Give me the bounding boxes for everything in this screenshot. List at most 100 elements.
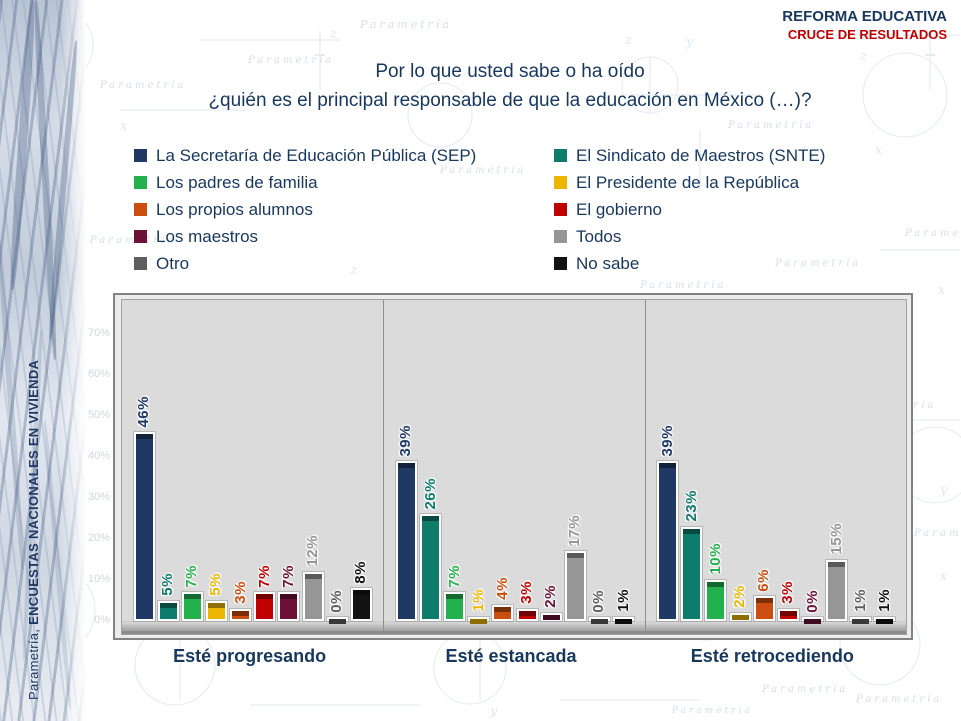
bar xyxy=(326,617,348,624)
legend-item: Otro xyxy=(134,250,476,277)
legend-label: La Secretaría de Educación Pública (SEP) xyxy=(156,145,477,165)
legend-swatch xyxy=(134,176,147,189)
bar-value-label: 8% xyxy=(352,560,370,584)
bar-top-face xyxy=(779,610,797,616)
watermark-text: Parametría xyxy=(728,120,815,131)
bar xyxy=(826,559,848,621)
bar-top-face xyxy=(852,618,870,624)
bar xyxy=(516,608,538,621)
bar-top-face xyxy=(731,614,749,620)
bar xyxy=(468,616,490,624)
bar-value-label: 3% xyxy=(779,581,797,604)
svg-text:z: z xyxy=(329,27,337,42)
category-label: Esté estancada xyxy=(445,646,577,666)
bar-top-face xyxy=(683,528,701,534)
y-axis-tick-label: 50% xyxy=(87,409,110,421)
bar-value-label: 2% xyxy=(542,585,560,608)
bar-top-face xyxy=(828,561,846,567)
bar-value-label: 23% xyxy=(682,490,700,522)
bar xyxy=(492,604,514,621)
sidebar-caption: Parametría, ENCUESTAS NACIONALES EN VIVI… xyxy=(26,322,41,700)
legend-swatch xyxy=(554,149,567,162)
legend-label: Todos xyxy=(576,226,622,246)
bar-value-label: 7% xyxy=(255,564,273,588)
bar xyxy=(350,588,372,621)
legend-swatch xyxy=(554,257,567,270)
bar-value-label: 39% xyxy=(397,424,415,457)
legend-swatch xyxy=(554,230,567,243)
bar xyxy=(729,612,751,621)
bar-top-face xyxy=(590,619,608,624)
question-line-2: ¿quién es el principal responsable de qu… xyxy=(208,90,812,111)
bar-top-face xyxy=(659,463,677,469)
bar-value-label: 5% xyxy=(159,572,177,596)
bar-value-label: 10% xyxy=(706,543,724,575)
bar-top-face xyxy=(615,618,633,624)
bar-value-label: 3% xyxy=(231,581,249,604)
chart-floor xyxy=(122,621,906,634)
bar-value-label: 2% xyxy=(731,585,749,608)
legend-item: La Secretaría de Educación Pública (SEP) xyxy=(134,142,476,169)
bar-value-label: 1% xyxy=(851,589,869,612)
bar xyxy=(302,571,324,621)
watermark-text: Parametría xyxy=(856,694,943,705)
bar xyxy=(850,616,872,624)
question-line-1: Por lo que usted sabe o ha oído xyxy=(375,61,645,82)
legend-swatch xyxy=(554,203,567,216)
bar-value-label: 12% xyxy=(304,535,321,567)
bar xyxy=(278,592,300,621)
bar-value-label: 1% xyxy=(875,589,893,612)
bar-value-label: 7% xyxy=(445,564,463,588)
legend-swatch xyxy=(134,230,147,243)
svg-text:x: x xyxy=(940,569,948,584)
bar-top-face xyxy=(470,618,488,624)
bar-value-label: 7% xyxy=(279,564,297,588)
legend-swatch xyxy=(134,257,147,270)
chart-panel: 46% 5% 7% 5% 3% 7% 7% 12% 0% 8% xyxy=(122,300,383,634)
legend-item: Los propios alumnos xyxy=(134,196,476,223)
svg-text:y: y xyxy=(685,35,694,50)
bar-value-label: 3% xyxy=(518,581,536,604)
bar-value-label: 4% xyxy=(493,576,511,600)
bar-top-face xyxy=(232,610,250,616)
slide-header: REFORMA EDUCATIVA CRUCE DE RESULTADOS xyxy=(782,8,947,43)
bar-value-label: 5% xyxy=(207,572,225,596)
bar xyxy=(395,461,417,621)
legend-item: Los padres de familia xyxy=(134,169,476,196)
bar xyxy=(613,616,635,624)
bar-value-label: 26% xyxy=(421,477,439,510)
y-axis-tick-label: 0% xyxy=(94,614,110,626)
bar xyxy=(230,608,252,621)
bar xyxy=(874,616,896,624)
legend-column-right: El Sindicato de Maestros (SNTE) El Presid… xyxy=(554,142,825,277)
bar xyxy=(753,596,775,621)
watermark-text: Parametría xyxy=(914,528,961,539)
legend-item: No sabe xyxy=(554,250,825,277)
bar-top-face xyxy=(183,594,201,600)
bar-value-label: 39% xyxy=(658,424,676,457)
bar-top-face xyxy=(518,610,536,616)
watermark-text: Parametría xyxy=(672,706,753,716)
y-axis-tick-label: 10% xyxy=(87,573,110,585)
y-axis-tick-label: 60% xyxy=(87,368,110,380)
y-axis-tick-label: 30% xyxy=(87,491,110,503)
svg-text:x: x xyxy=(938,283,946,298)
legend-label: El Presidente de la República xyxy=(576,172,800,192)
bar-top-face xyxy=(876,618,894,624)
category-label: Esté progresando xyxy=(173,646,327,666)
watermark-text: Parametría xyxy=(640,280,727,291)
bar-top-face xyxy=(328,619,346,624)
bar xyxy=(444,592,466,621)
svg-text:z: z xyxy=(624,33,632,48)
left-art-strip xyxy=(0,0,86,721)
bar-top-face xyxy=(707,582,725,587)
bar-top-face xyxy=(422,516,440,522)
legend-item: El gobierno xyxy=(554,196,825,223)
chart-panel: 39% 23% 10% 2% 6% 3% 0% 15% 1% 1% xyxy=(644,300,907,634)
legend-swatch xyxy=(134,149,147,162)
bar-value-label: 17% xyxy=(566,514,584,547)
y-axis-tick-label: 70% xyxy=(87,327,110,339)
brand-tagline: ENCUESTAS NACIONALES EN VIVIENDA xyxy=(26,359,41,625)
legend-item: El Presidente de la República xyxy=(554,169,825,196)
